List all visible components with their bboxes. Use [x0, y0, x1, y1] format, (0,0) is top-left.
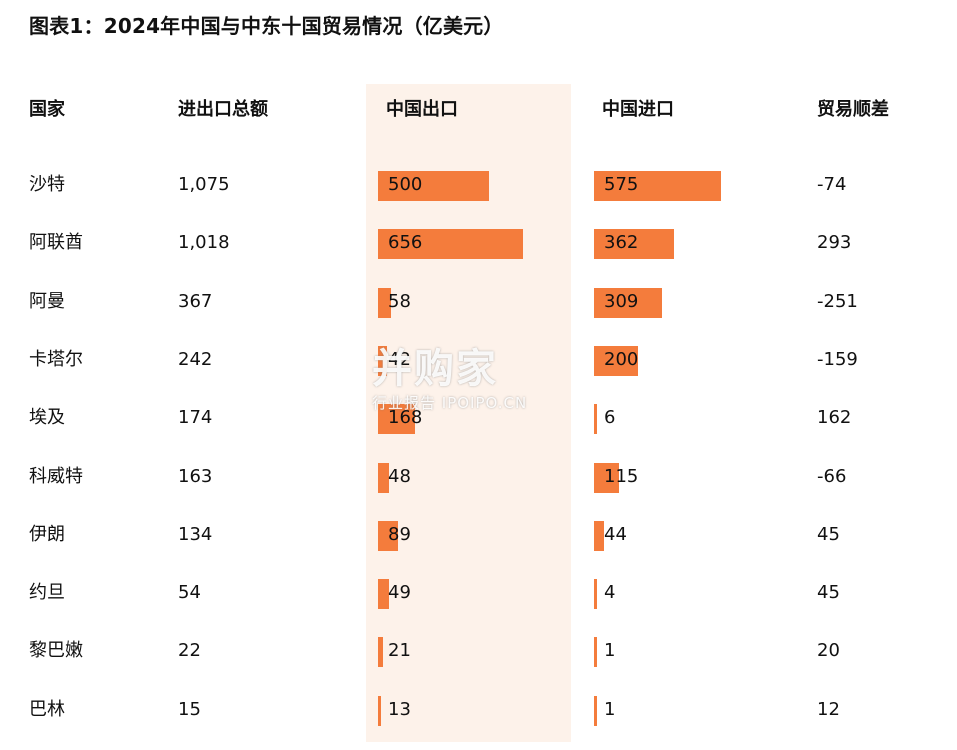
row-country: 黎巴嫩 [29, 640, 83, 662]
import-bar [594, 345, 639, 376]
row-balance: 293 [817, 232, 852, 254]
row-country: 伊朗 [29, 523, 65, 545]
import-value-label: 1 [604, 698, 616, 720]
export-value-label: 48 [388, 465, 411, 487]
row-balance: 20 [817, 640, 840, 662]
export-bar [378, 404, 416, 435]
row-balance: -74 [817, 174, 847, 195]
export-value-label: 168 [388, 407, 423, 429]
import-value-label: 4 [604, 582, 616, 604]
row-country: 阿曼 [29, 290, 65, 312]
row-country: 巴林 [29, 698, 65, 720]
import-value-label: 6 [604, 407, 616, 429]
export-bar [378, 579, 389, 610]
export-value-label: 21 [388, 640, 411, 662]
row-total: 174 [178, 407, 213, 429]
export-bar [378, 287, 391, 318]
export-bar [378, 695, 381, 726]
row-balance: 45 [817, 582, 840, 604]
export-bar [378, 229, 523, 260]
row-total: 1,018 [178, 232, 230, 254]
row-country: 约旦 [29, 582, 65, 604]
export-value-label: 42 [388, 348, 411, 370]
import-value-label: 115 [604, 465, 639, 487]
header-country: 国家 [29, 99, 65, 120]
row-balance: 12 [817, 698, 840, 720]
row-country: 阿联酋 [29, 232, 83, 254]
header-balance: 贸易顺差 [817, 99, 889, 120]
export-value-label: 89 [388, 523, 411, 545]
export-bar [378, 171, 489, 201]
export-value-label: 49 [388, 582, 411, 604]
row-total: 134 [178, 523, 213, 545]
row-country: 埃及 [29, 407, 65, 429]
row-balance: -66 [817, 465, 847, 487]
row-total: 242 [178, 348, 213, 370]
import-bar [594, 404, 597, 435]
import-bar [594, 579, 597, 610]
row-balance: -159 [817, 348, 858, 370]
row-total: 1,075 [178, 174, 230, 195]
header-total: 进出口总额 [178, 99, 268, 120]
import-bar [594, 287, 663, 318]
row-total: 367 [178, 290, 213, 312]
import-value-label: 309 [604, 290, 639, 312]
import-bar [594, 462, 620, 493]
import-bar [594, 520, 604, 551]
row-total: 22 [178, 640, 201, 662]
chart-title: 图表1：2024年中国与中东十国贸易情况（亿美元） [29, 14, 504, 38]
row-balance: 45 [817, 523, 840, 545]
export-bar [378, 637, 383, 668]
row-country: 卡塔尔 [29, 348, 83, 370]
row-country: 科威特 [29, 465, 83, 487]
export-bar [378, 462, 389, 493]
import-value-label: 575 [604, 174, 639, 195]
import-bar [594, 695, 597, 726]
row-country: 沙特 [29, 174, 65, 195]
import-value-label: 200 [604, 348, 639, 370]
row-total: 54 [178, 582, 201, 604]
export-value-label: 500 [388, 174, 423, 195]
import-bar [594, 229, 674, 260]
import-value-label: 44 [604, 523, 627, 545]
export-bar [378, 345, 388, 376]
export-value-label: 58 [388, 290, 411, 312]
import-value-label: 362 [604, 232, 639, 254]
row-total: 15 [178, 698, 201, 720]
export-bar [378, 520, 398, 551]
export-value-label: 13 [388, 698, 411, 720]
import-bar [594, 637, 597, 668]
row-total: 163 [178, 465, 213, 487]
row-balance: 162 [817, 407, 852, 429]
export-value-label: 656 [388, 232, 423, 254]
header-export: 中国出口 [386, 99, 458, 120]
import-bar [594, 171, 722, 201]
row-balance: -251 [817, 290, 858, 312]
header-import: 中国进口 [602, 99, 674, 120]
import-value-label: 1 [604, 640, 616, 662]
